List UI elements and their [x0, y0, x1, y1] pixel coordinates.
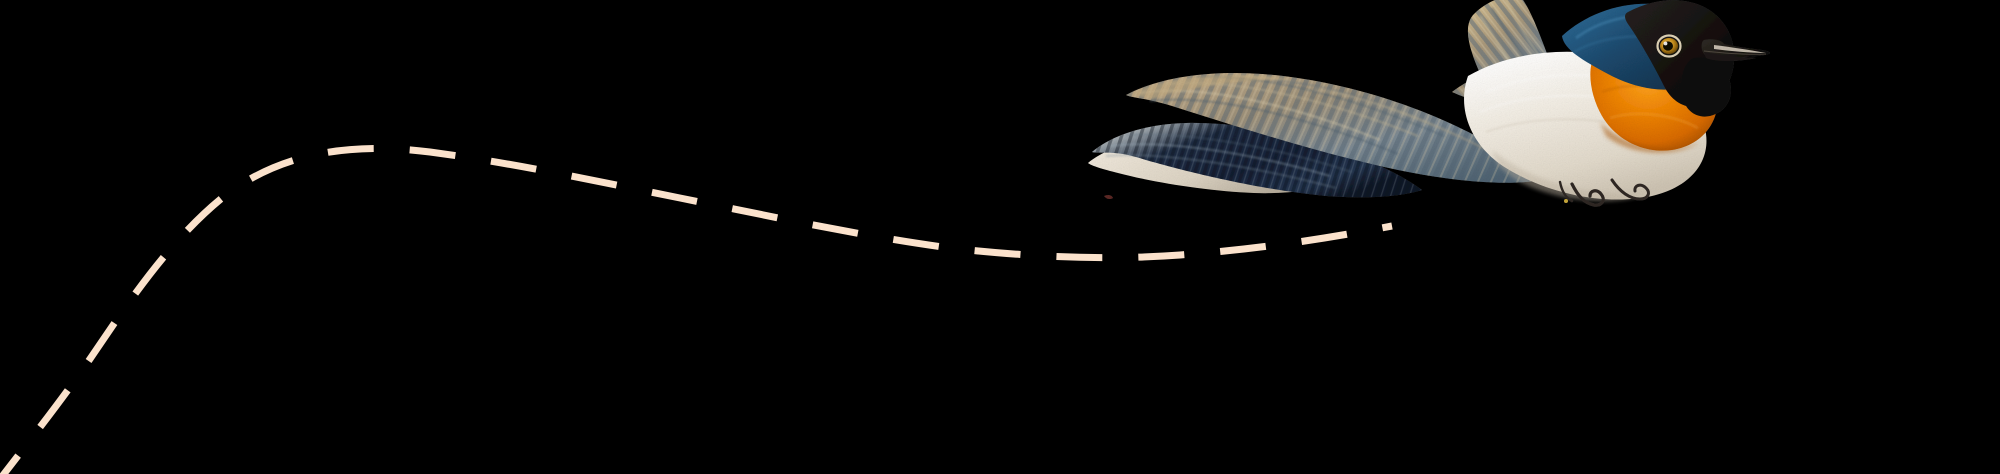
- trail-dashed-curve: [0, 145, 1393, 474]
- beak-lower: [1704, 52, 1756, 61]
- tail-tiny-red-mark: [1104, 194, 1113, 200]
- eye-group: [1656, 34, 1682, 58]
- beak-gape-line: [1703, 50, 1767, 55]
- beak-group: [1701, 39, 1770, 61]
- throat-lower-edge: [1600, 122, 1700, 153]
- lower-wing-group: [1126, 72, 1542, 183]
- feet-group: [1558, 178, 1650, 207]
- foot-right: [1610, 178, 1650, 201]
- bird-illustration: [1088, 0, 1770, 207]
- eye-catchlight: [1663, 41, 1668, 46]
- lower-wing-leading-edge: [1130, 74, 1292, 99]
- beak-highlight: [1714, 45, 1766, 53]
- foot-claw: [1558, 180, 1574, 203]
- belly-shading: [1492, 150, 1648, 202]
- tail-barring: [1092, 122, 1422, 198]
- mask-cheek: [1681, 57, 1732, 117]
- flight-path-trail: [0, 145, 1393, 474]
- foot-left: [1570, 182, 1605, 207]
- tail-feather-shafts: [1105, 133, 1353, 189]
- foot-toe-dot: [1564, 199, 1568, 203]
- eye-ring: [1656, 34, 1682, 58]
- lower-wing-barring: [1126, 72, 1542, 183]
